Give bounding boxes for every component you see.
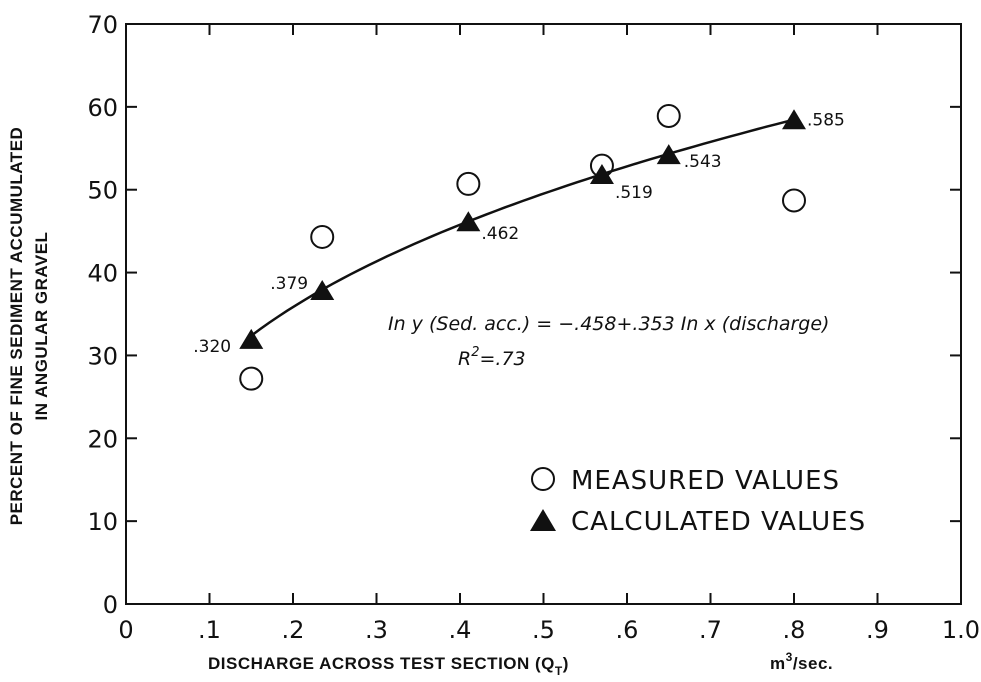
- x-tick-label: .1: [198, 616, 221, 644]
- calculated-point-label: .462: [481, 224, 519, 244]
- x-tick-label: .4: [449, 616, 472, 644]
- x-tick-label: 1.0: [942, 616, 980, 644]
- r-squared-r: R: [458, 348, 471, 370]
- x-tick-label: 0: [118, 616, 133, 644]
- x-axis-title: DISCHARGE ACROSS TEST SECTION (QT): [208, 654, 569, 678]
- x-tick-label: .9: [866, 616, 889, 644]
- legend-filled-triangle-icon: [530, 509, 556, 531]
- calculated-point-label: .585: [807, 110, 845, 130]
- x-tick-label: .3: [365, 616, 388, 644]
- x-tick-label: .2: [282, 616, 305, 644]
- x-tick-label: .6: [616, 616, 639, 644]
- y-tick-label: 30: [87, 342, 118, 370]
- calculated-point: [589, 163, 614, 184]
- x-axis-title-sub: T: [555, 664, 563, 678]
- y-tick-label: 50: [87, 177, 118, 205]
- y-tick-label: 70: [87, 11, 118, 39]
- marks-layer: .320 .379 .462 .519 .543 .585: [193, 103, 845, 391]
- calculated-point-label: .543: [684, 152, 722, 172]
- x-axis-unit-tail: /sec.: [793, 654, 833, 673]
- x-axis-unit-sup: 3: [786, 650, 793, 664]
- calculated-point: [456, 211, 481, 232]
- x-tick-label: .7: [699, 616, 722, 644]
- x-axis-unit: m3/sec.: [770, 650, 833, 673]
- calculated-point: [782, 109, 806, 130]
- ticks-layer: 0 .1 .2 .3 .4 .5 .6 .7 .8 .9 1.0 0 10 20 30 40 50 60 70: [87, 11, 980, 644]
- calculated-point: [239, 328, 264, 349]
- calculated-point-label: .519: [615, 183, 653, 203]
- y-tick-label: 0: [103, 591, 118, 619]
- measured-point: [656, 103, 681, 128]
- x-tick-label: .5: [532, 616, 555, 644]
- r-squared-value: =.73: [479, 348, 525, 370]
- legend-label-measured: MEASURED VALUES: [571, 466, 840, 496]
- calculated-point: [310, 279, 335, 300]
- legend: MEASURED VALUES CALCULATED VALUES: [530, 466, 866, 537]
- r-squared-sup: 2: [471, 345, 479, 360]
- x-tick-label: .8: [783, 616, 806, 644]
- calculated-point: [656, 144, 681, 165]
- r-squared-text: R2=.73: [458, 345, 526, 370]
- measured-point: [239, 366, 264, 391]
- measured-point: [782, 188, 806, 213]
- legend-label-calculated: CALCULATED VALUES: [571, 507, 866, 537]
- measured-point: [310, 224, 335, 249]
- legend-open-circle-icon: [531, 467, 555, 491]
- y-axis-title-line2: IN ANGULAR GRAVEL: [32, 232, 51, 421]
- x-axis-title-close: ): [563, 654, 569, 673]
- y-tick-label: 20: [87, 425, 118, 453]
- equation-text: In y (Sed. acc.) = −.458+.353 In x (disc…: [388, 313, 829, 335]
- calculated-point-label: .379: [270, 274, 308, 294]
- plot-frame: [125, 23, 962, 605]
- y-axis-title-line1: PERCENT OF FINE SEDIMENT ACCUMULATED: [7, 127, 26, 526]
- measured-point: [456, 171, 481, 196]
- y-tick-label: 60: [87, 94, 118, 122]
- x-axis-unit-base: m: [770, 654, 786, 673]
- y-tick-label: 40: [87, 260, 118, 288]
- calculated-point-label: .320: [193, 337, 231, 357]
- y-tick-label: 10: [87, 508, 118, 536]
- x-axis-title-main: DISCHARGE ACROSS TEST SECTION (Q: [208, 654, 555, 673]
- fit-curve: [250, 118, 795, 337]
